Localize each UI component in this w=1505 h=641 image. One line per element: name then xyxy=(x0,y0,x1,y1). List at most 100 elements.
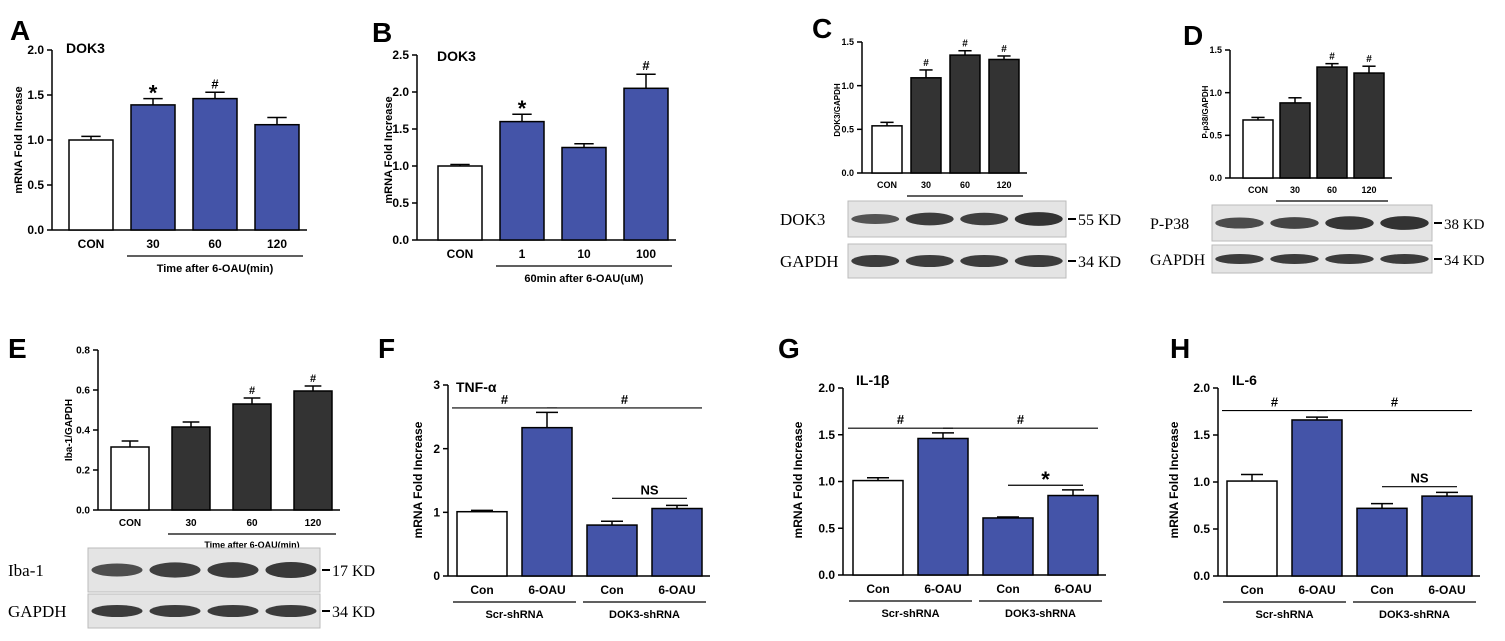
chart-panel-a: A DOK3 mRNA Fold Increase 0.0 0.5 1.0 1.5 2.0 CO… xyxy=(10,15,307,275)
y-axis-label: mRNA Fold Increase xyxy=(791,421,805,538)
y-tick-label: 0.0 xyxy=(27,223,44,237)
bar xyxy=(1353,72,1385,179)
y-axis-label: mRNA Fold Increase xyxy=(1167,421,1181,538)
bar xyxy=(254,123,300,231)
chart-panel-f: F TNF-α mRNA Fold Increase 0 1 2 3 Con 6-OAU Con 6… xyxy=(378,333,710,621)
x-tick-label: CON xyxy=(1248,185,1268,195)
bar xyxy=(192,97,238,231)
western-blot-d: P-P38 38 KD GAPDH 34 KD xyxy=(1150,204,1485,274)
bar xyxy=(561,146,607,241)
group-label: Scr-shRNA xyxy=(1255,609,1313,621)
kd-label: 34 KD xyxy=(1078,254,1121,271)
x-tick-label: Con xyxy=(600,583,623,597)
x-tick-label: 1 xyxy=(519,247,526,261)
blot-band xyxy=(149,604,201,618)
bar xyxy=(982,517,1034,576)
blot-band xyxy=(1380,216,1429,230)
bar xyxy=(623,87,669,241)
bar xyxy=(1047,494,1099,576)
y-tick-label: 0.5 xyxy=(1209,130,1222,140)
y-tick-label: 1.0 xyxy=(1193,475,1210,489)
x-tick-label: 6-OAU xyxy=(528,583,565,597)
kd-label: 38 KD xyxy=(1444,217,1485,233)
blot-band xyxy=(207,604,259,618)
kd-label: 17 KD xyxy=(332,563,375,580)
panel-letter: F xyxy=(378,333,395,364)
blot-band xyxy=(1325,216,1374,230)
bar xyxy=(232,403,272,511)
y-tick-label: 1.5 xyxy=(392,122,409,136)
blot-protein-label: GAPDH xyxy=(780,252,839,271)
comparison-label: NS xyxy=(1410,471,1428,486)
y-tick-label: 0.0 xyxy=(1209,173,1222,183)
y-axis-label: DOK3/GAPDH xyxy=(833,83,842,137)
comparison-label: # xyxy=(1017,412,1025,427)
blot-band xyxy=(91,604,143,618)
panel-letter: C xyxy=(812,13,832,44)
x-tick-label: 60 xyxy=(246,518,258,529)
y-tick-label: 0.5 xyxy=(818,521,835,535)
blot-band xyxy=(1215,217,1264,229)
panel-letter: G xyxy=(778,333,800,364)
bar xyxy=(171,426,211,511)
y-tick-label: 0.5 xyxy=(392,196,409,210)
bar xyxy=(949,54,981,174)
group-label: Time after 6-OAU(min) xyxy=(157,263,274,275)
bar xyxy=(917,437,969,576)
x-tick-label: CON xyxy=(447,247,474,261)
bar xyxy=(910,77,942,174)
bar xyxy=(1226,480,1278,577)
kd-label: 34 KD xyxy=(1444,253,1485,269)
x-tick-label: 60 xyxy=(960,180,970,190)
blot-band xyxy=(265,604,317,618)
y-tick-label: 0.5 xyxy=(841,124,854,134)
y-tick-label: 0.0 xyxy=(76,506,90,517)
significance-mark: # xyxy=(642,58,650,73)
bar xyxy=(456,510,508,577)
bar xyxy=(852,479,904,576)
y-tick-label: 1.0 xyxy=(841,81,854,91)
bar xyxy=(988,58,1020,174)
x-tick-label: Con xyxy=(1240,583,1263,597)
blot-band xyxy=(1014,212,1063,226)
x-tick-label: 120 xyxy=(267,237,287,251)
bar xyxy=(1242,119,1274,179)
y-tick-label: 1.0 xyxy=(1209,88,1222,98)
y-axis-label: Iba-1/GAPDH xyxy=(64,399,75,461)
y-tick-label: 0.5 xyxy=(1193,522,1210,536)
blot-band xyxy=(851,254,900,268)
x-tick-label: 6-OAU xyxy=(924,582,961,596)
bar xyxy=(1316,66,1348,179)
bar xyxy=(68,139,114,231)
western-blot-c: DOK3 55 KD GAPDH 34 KD xyxy=(780,200,1121,279)
y-tick-label: 1.0 xyxy=(392,159,409,173)
significance-mark: * xyxy=(518,96,527,121)
panel-letter: B xyxy=(372,17,392,48)
chart-title: TNF-α xyxy=(456,379,497,395)
significance-mark: # xyxy=(249,385,255,397)
y-tick-label: 1.5 xyxy=(1193,428,1210,442)
y-tick-label: 0.6 xyxy=(76,386,90,397)
x-tick-label: 120 xyxy=(305,518,322,529)
blot-band xyxy=(1215,254,1264,264)
panel-letter: D xyxy=(1183,20,1203,51)
group-label: DOK3-shRNA xyxy=(1379,609,1450,621)
y-tick-label: 1.5 xyxy=(27,88,44,102)
blot-band xyxy=(207,562,259,578)
y-tick-label: 0.4 xyxy=(76,426,90,437)
x-tick-label: Con xyxy=(866,582,889,596)
blot-band xyxy=(905,212,954,226)
x-tick-label: Con xyxy=(1370,583,1393,597)
significance-mark: # xyxy=(211,76,219,91)
x-tick-label: 6-OAU xyxy=(658,583,695,597)
y-tick-label: 2.5 xyxy=(392,48,409,62)
bar xyxy=(110,446,150,511)
y-tick-label: 0.0 xyxy=(841,168,854,178)
x-tick-label: 120 xyxy=(996,180,1011,190)
group-label: 60min after 6-OAU(uM) xyxy=(524,273,644,285)
x-tick-label: 30 xyxy=(146,237,160,251)
x-tick-label: 120 xyxy=(1361,185,1376,195)
blot-band xyxy=(1380,254,1429,264)
x-tick-label: 6-OAU xyxy=(1054,582,1091,596)
x-tick-label: 30 xyxy=(185,518,197,529)
